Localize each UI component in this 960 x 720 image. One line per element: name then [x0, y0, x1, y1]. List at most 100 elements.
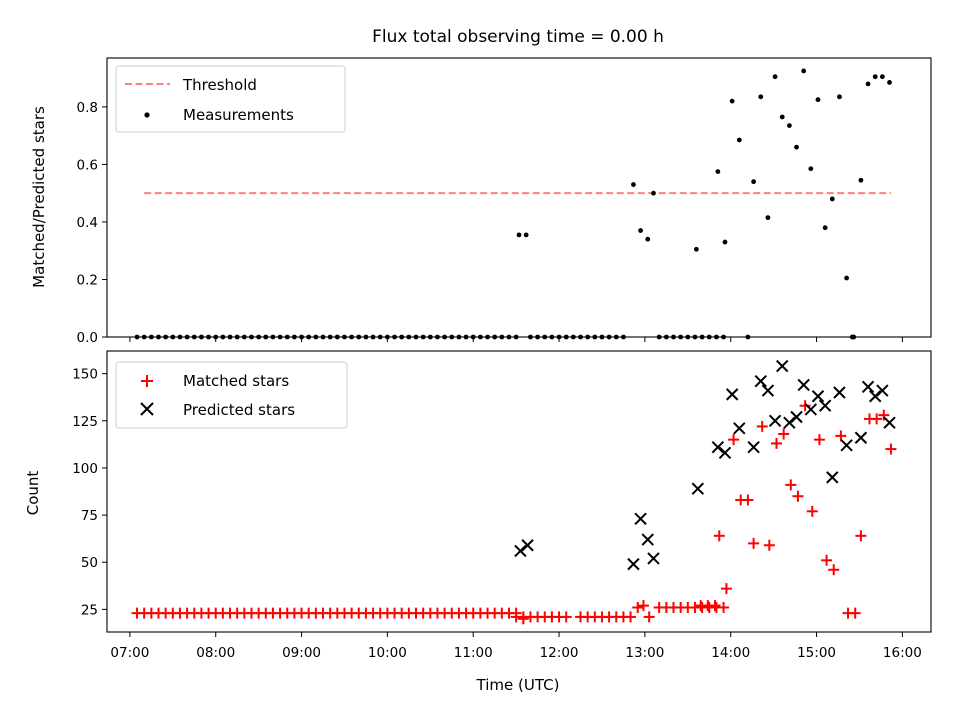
- measurement-point: [765, 215, 771, 221]
- predicted-star-mark: [854, 431, 868, 444]
- predicted-star-mark: [725, 388, 739, 401]
- predicted-star-point: [826, 471, 839, 484]
- top-legend: Threshold Measurements: [115, 65, 346, 133]
- bottom-panel: 25 50 75 100 125 150 07:00 08:00 09:00 10:00 11:00…: [72, 350, 932, 661]
- matched-star-point: [835, 430, 847, 442]
- measurement-point: [751, 179, 757, 185]
- predicted-star-point: [869, 390, 882, 403]
- matched-star-point: [849, 607, 861, 619]
- measurement-point: [722, 239, 728, 245]
- bottom-axes-frame: [106, 350, 932, 633]
- predicted-star-mark: [768, 414, 782, 427]
- predicted-star-point: [514, 544, 527, 558]
- predicted-star-point: [521, 539, 534, 552]
- measurement-point: [822, 225, 828, 231]
- bottom-x-tick-label: 14:00: [711, 645, 750, 661]
- matched-star-point: [637, 600, 649, 612]
- chart-title: Flux total observing time = 0.00 h: [372, 27, 664, 47]
- matched-star-point: [643, 611, 655, 623]
- predicted-star-point: [818, 399, 832, 412]
- predicted-star-mark: [754, 374, 767, 388]
- measurement-point: [516, 232, 522, 238]
- measurement-point: [523, 232, 529, 238]
- predicted-star-point: [647, 552, 660, 565]
- predicted-star-point: [783, 416, 796, 429]
- top-y-tick-label: 0.2: [77, 272, 98, 288]
- predicted-star-mark: [641, 533, 654, 546]
- measurement-point: [801, 68, 807, 74]
- measurement-point: [729, 98, 735, 104]
- matched-star-point: [806, 505, 818, 517]
- predicted-star-mark: [747, 440, 760, 454]
- bottom-x-tick-label: 07:00: [110, 645, 149, 661]
- matched-star-point: [799, 400, 811, 412]
- predicted-star-point: [754, 374, 767, 388]
- predicted-star-mark: [783, 416, 796, 429]
- predicted-star-mark: [861, 380, 875, 394]
- matched-star-point: [792, 490, 804, 502]
- predicted-star-mark: [883, 416, 896, 429]
- predicted-star-mark: [826, 471, 839, 484]
- bottom-y-tick-label: 50: [81, 555, 98, 571]
- measurement-point: [693, 246, 699, 252]
- matched-star-point: [517, 613, 529, 625]
- predicted-star-point: [725, 388, 739, 401]
- predicted-star-point: [747, 440, 760, 454]
- bottom-y-axis-label: Count: [24, 471, 42, 516]
- measurement-point: [758, 94, 764, 100]
- predicted-star-mark: [691, 482, 705, 495]
- top-y-tick-label: 0.6: [77, 157, 98, 173]
- legend-threshold-label: Threshold: [182, 76, 257, 94]
- matched-star-point: [885, 443, 897, 455]
- matched-star-point: [709, 600, 721, 612]
- matched-star-point: [720, 583, 732, 595]
- predicted-star-mark: [634, 512, 647, 526]
- predicted-star-mark: [790, 410, 803, 424]
- matched-star-point: [756, 420, 768, 432]
- legend-measurements-label: Measurements: [183, 106, 294, 124]
- predicted-star-point: [797, 378, 810, 392]
- bottom-x-tick-label: 16:00: [883, 645, 922, 661]
- measurement-point: [872, 74, 878, 80]
- bottom-y-tick-label: 150: [72, 367, 98, 383]
- matched-star-point: [785, 479, 797, 491]
- matched-star-point: [625, 611, 637, 623]
- matched-star-point: [771, 437, 782, 449]
- legend-measurements-swatch: [144, 112, 150, 118]
- predicted-star-mark: [514, 544, 527, 558]
- matched-star-point: [713, 530, 725, 542]
- bottom-x-tick-label: 08:00: [196, 645, 235, 661]
- measurement-point: [808, 166, 814, 172]
- measurement-point: [887, 80, 892, 85]
- matched-star-point: [871, 413, 883, 425]
- predicted-star-point: [804, 403, 818, 416]
- matched-star-point: [718, 601, 730, 613]
- matched-star-point: [748, 537, 760, 549]
- predicted-star-mark: [797, 378, 810, 392]
- matched-star-point: [821, 554, 833, 566]
- measurement-point: [772, 74, 778, 80]
- predicted-star-mark: [818, 399, 832, 412]
- predicted-star-mark: [776, 359, 789, 373]
- matched-star-point: [878, 409, 890, 421]
- bottom-y-tick-label: 125: [72, 414, 98, 430]
- predicted-star-mark: [840, 439, 853, 452]
- measurement-point: [858, 177, 864, 183]
- predicted-star-point: [768, 414, 782, 427]
- bottom-legend: Matched stars Predicted stars: [115, 361, 348, 429]
- predicted-star-mark: [833, 386, 846, 399]
- predicted-star-point: [833, 386, 846, 399]
- predicted-star-mark: [718, 446, 732, 460]
- predicted-star-point: [840, 439, 853, 452]
- top-y-tick-label: 0.4: [77, 215, 98, 231]
- legend-predicted-label: Predicted stars: [183, 401, 295, 419]
- measurement-point: [779, 114, 785, 120]
- predicted-star-point: [776, 359, 789, 373]
- predicted-star-point: [634, 512, 647, 526]
- measurement-point: [638, 228, 643, 233]
- bottom-x-tick-label: 13:00: [625, 645, 664, 661]
- predicted-star-mark: [869, 390, 882, 403]
- matched-star-point: [763, 539, 775, 551]
- predicted-star-point: [883, 416, 896, 429]
